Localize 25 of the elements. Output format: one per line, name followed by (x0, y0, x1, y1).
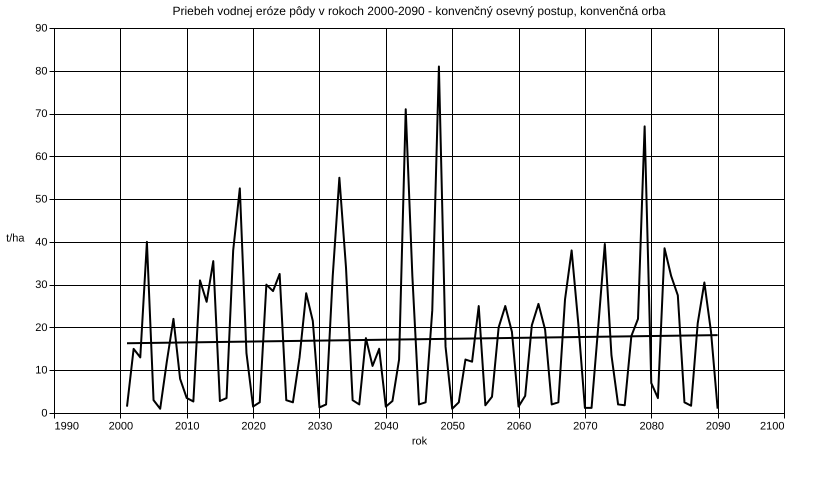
chart-title: Priebeh vodnej eróze pôdy v rokoch 2000-2090 - konvenčný osevný postup, konvenčná orba (172, 4, 666, 18)
y-tick-label: 0 (41, 408, 48, 420)
y-tick-label: 50 (35, 194, 48, 206)
x-tick-label: 2010 (174, 420, 200, 432)
x-tick-label: 2070 (573, 420, 598, 432)
x-tick-label: 2060 (506, 420, 532, 432)
y-tick-label: 80 (35, 65, 48, 78)
y-tick-label: 70 (35, 108, 48, 120)
x-tick-label: 2100 (760, 420, 784, 432)
x-tick-label: 2080 (640, 420, 664, 432)
y-tick-label: 10 (35, 364, 48, 377)
y-tick-label: 20 (35, 322, 48, 334)
y-tick-label: 60 (35, 150, 48, 163)
x-tick-label: 2040 (374, 420, 399, 432)
x-tick-label: 2000 (108, 420, 134, 432)
x-tick-label: 1990 (54, 420, 79, 432)
x-tick-label: 2020 (241, 420, 266, 432)
y-tick-label: 90 (35, 22, 48, 34)
x-axis-title: rok (412, 436, 428, 448)
y-tick-label: 30 (35, 279, 48, 292)
x-tick-label: 2050 (440, 420, 465, 432)
x-tick-label: 2090 (706, 420, 730, 432)
y-axis-title: t/ha (6, 232, 26, 244)
y-tick-label: 40 (35, 236, 48, 248)
x-tick-label: 2030 (308, 420, 332, 432)
